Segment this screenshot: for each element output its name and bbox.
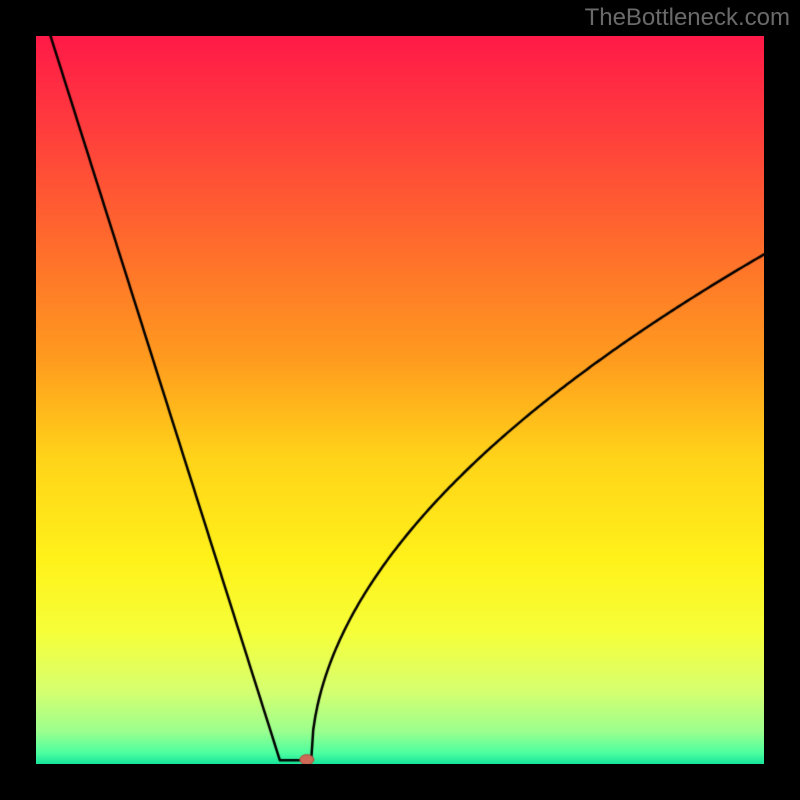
watermark-text: TheBottleneck.com bbox=[585, 4, 790, 32]
chart-frame: TheBottleneck.com bbox=[0, 0, 800, 800]
bottleneck-curve-chart bbox=[36, 36, 764, 764]
